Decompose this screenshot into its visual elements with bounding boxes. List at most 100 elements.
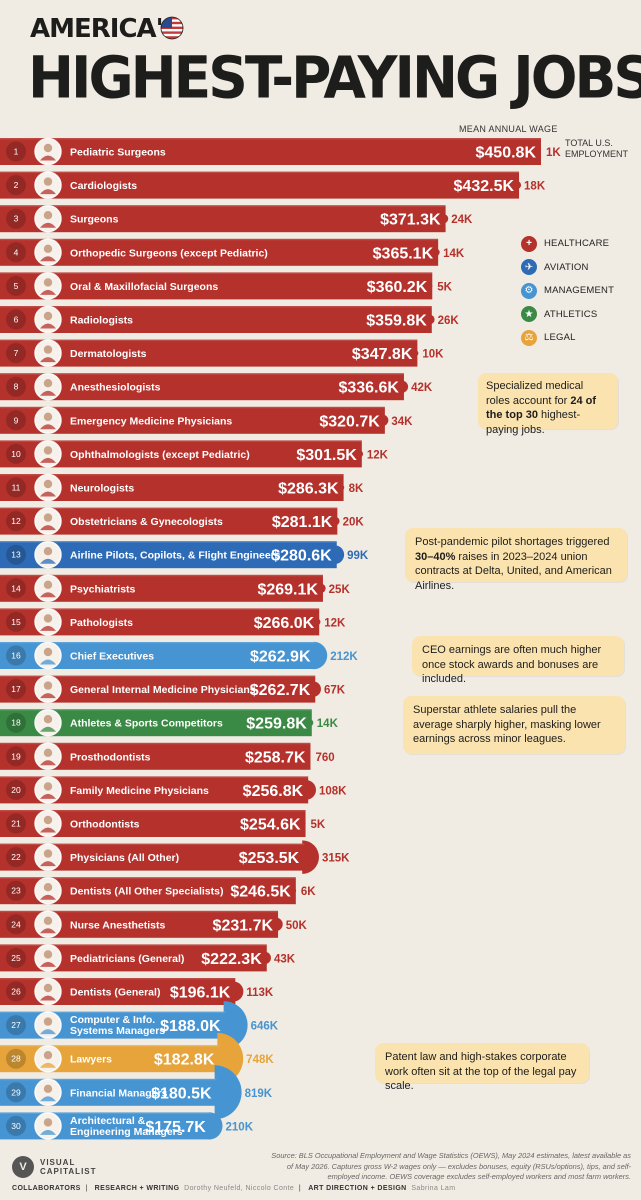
- avatar-body-icon: [40, 1096, 56, 1102]
- avatar-body-icon: [40, 323, 56, 329]
- rank-badge: [6, 477, 26, 498]
- employment-semicircle: [334, 545, 345, 565]
- rank-badge: [6, 410, 26, 431]
- note-healthcare-bold: 24 of the top 30: [486, 394, 597, 422]
- employment-label: 20K: [343, 517, 365, 529]
- bar-row-23: 23 Dentists (All Other Specialists) $246.5…: [0, 876, 316, 905]
- rank-badge: [6, 947, 26, 968]
- avatar-head-icon: [43, 479, 53, 489]
- rank-label: 20: [11, 785, 21, 795]
- employment-label: 315K: [322, 853, 350, 865]
- employment-label: 748K: [246, 1054, 274, 1066]
- avatar-head-icon: [43, 1118, 53, 1127]
- avatar-head-icon: [43, 849, 53, 858]
- bar-highlight: [0, 642, 316, 644]
- legend: + HEALTHCARE ✈ AVIATION ⚙ MANAGEMENT ★ ATHLETIC…: [521, 232, 614, 350]
- avatar-body-icon: [40, 189, 56, 195]
- avatar-head-icon: [43, 916, 53, 925]
- legend-item-healthcare: + HEALTHCARE: [521, 232, 614, 256]
- rank-label: 4: [14, 247, 19, 257]
- rank-badge: [6, 611, 26, 632]
- avatar-body-icon: [40, 222, 56, 228]
- cross-icon: +: [521, 235, 537, 252]
- rank-label: 10: [11, 449, 21, 459]
- avatar-body-icon: [40, 693, 56, 699]
- avatar-body-icon: [40, 961, 56, 967]
- legend-item-athletics: ★ ATHLETICS: [521, 303, 614, 327]
- note-legal: Patent law and high-stakes corporate wor…: [375, 1043, 589, 1092]
- wage-column-header: MEAN ANNUAL WAGE: [459, 124, 558, 134]
- rank-badge: [6, 1048, 26, 1069]
- wage-label: $231.7K: [213, 917, 274, 934]
- avatar-body-icon: [40, 928, 56, 934]
- rank-badge: [6, 1115, 26, 1136]
- bar-highlight: [0, 339, 418, 342]
- rank-label: 7: [14, 348, 19, 358]
- runner-icon: ★: [521, 306, 537, 323]
- rank-badge: [6, 343, 26, 364]
- avatar-body-icon: [40, 861, 56, 867]
- employment-semicircle: [313, 641, 328, 670]
- bar-highlight: [0, 205, 446, 207]
- rank-label: 15: [11, 617, 21, 627]
- bar-highlight: [0, 1112, 211, 1114]
- occupation-label: Engineering Managers: [70, 1126, 183, 1138]
- bar-highlight: [0, 776, 309, 778]
- bar-highlight: [0, 541, 337, 543]
- bar-row-30: 30 Architectural &Engineering Managers$17…: [0, 1112, 254, 1140]
- bar-highlight: [0, 910, 279, 913]
- wage-label: $281.1K: [272, 514, 333, 531]
- bar-row-1: 1 Pediatric Surgeons $450.8K 1K: [0, 137, 561, 166]
- rank-label: 14: [11, 583, 21, 593]
- occupation-label: Obstetricians & Gynecologists: [70, 516, 223, 528]
- rank-label: 29: [11, 1087, 21, 1097]
- occupation-label: Dermatologists: [70, 348, 147, 360]
- wage-label: $256.8K: [243, 783, 304, 800]
- wage-label: $253.5K: [239, 850, 300, 867]
- employment-label: 12K: [367, 449, 389, 461]
- bar-row-24: 24 Nurse Anesthetists $231.7K 50K: [0, 910, 308, 939]
- avatar-head-icon: [43, 748, 53, 757]
- wage-label: $182.8K: [154, 1052, 215, 1069]
- occupation-label: Pediatric Surgeons: [70, 147, 166, 159]
- employment-column-header: TOTAL U.S. EMPLOYMENT: [565, 138, 628, 160]
- rank-label: 22: [11, 852, 21, 862]
- bar-highlight: [0, 306, 432, 308]
- bar-highlight: [0, 507, 338, 510]
- employment-label: 1K: [546, 147, 561, 159]
- wage-label: $269.1K: [257, 581, 318, 598]
- employment-label: 10K: [422, 349, 444, 361]
- bar-highlight: [0, 608, 320, 610]
- employment-label: 18K: [524, 181, 546, 193]
- occupation-label: Family Medicine Physicians: [70, 785, 209, 797]
- wage-bar: [0, 272, 433, 300]
- rank-label: 28: [11, 1054, 21, 1064]
- avatar-body-icon: [40, 558, 56, 564]
- rank-badge: [6, 511, 26, 532]
- avatar-head-icon: [43, 446, 53, 455]
- bar-highlight: [0, 574, 323, 577]
- bar-row-2: 2 Cardiologists $432.5K 18K: [0, 171, 546, 199]
- credits: COLLABORATORS | RESEARCH + WRITING Dorot…: [12, 1185, 456, 1192]
- rank-badge: [6, 544, 26, 565]
- bar-row-14: 14 Psychiatrists $269.1K 25K: [0, 574, 351, 603]
- rank-badge: [6, 847, 26, 868]
- occupation-label: Radiologists: [70, 315, 133, 327]
- wage-label: $258.7K: [245, 749, 306, 766]
- note-aviation-pre: Post-pandemic pilot shortages triggered: [415, 536, 610, 548]
- source-note: Source: BLS Occupational Employment and …: [271, 1151, 631, 1181]
- occupation-label: Dentists (All Other Specialists): [70, 886, 223, 898]
- avatar-body-icon: [40, 155, 56, 161]
- rank-label: 9: [14, 415, 19, 425]
- wage-label: $222.3K: [201, 951, 262, 968]
- avatar-body-icon: [40, 424, 56, 430]
- avatar-body-icon: [40, 592, 56, 598]
- occupation-label: Pediatricians (General): [70, 953, 184, 965]
- bar-highlight: [0, 944, 267, 946]
- note-management: CEO earnings are often much higher once …: [412, 636, 624, 685]
- employment-label: 67K: [324, 685, 346, 697]
- rank-badge: [6, 141, 26, 162]
- bar-row-5: 5 Oral & Maxillofacial Surgeons $360.2K 5K: [0, 272, 453, 300]
- employment-label: 25K: [329, 584, 351, 596]
- bar-row-9: 9 Emergency Medicine Physicians $320.7K 34K: [0, 406, 413, 435]
